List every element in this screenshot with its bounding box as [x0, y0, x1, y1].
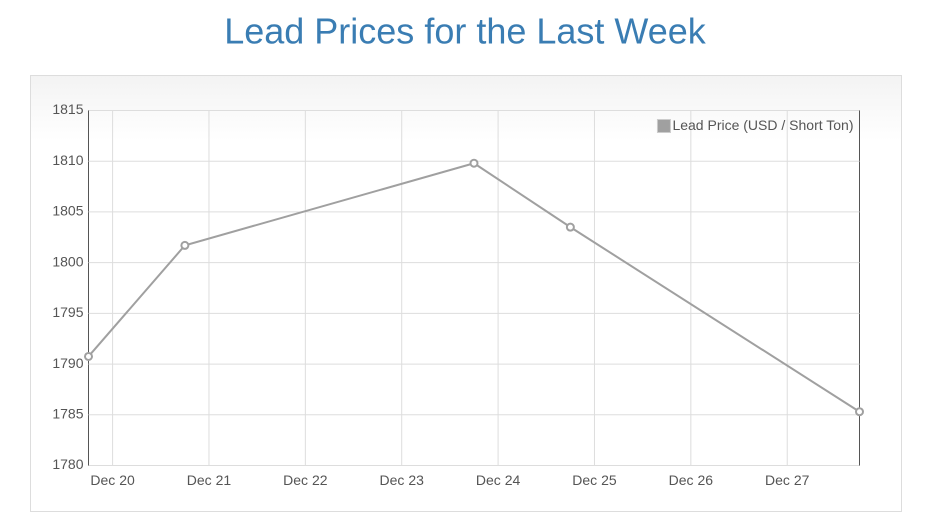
x-tick-label: Dec 20 — [90, 472, 135, 488]
y-tick-label: 1815 — [52, 101, 83, 117]
y-tick-label: 1785 — [52, 405, 83, 421]
data-point — [180, 240, 190, 250]
y-tick-label: 1810 — [52, 152, 83, 168]
y-tick-label: 1800 — [52, 253, 83, 269]
x-tick-label: Dec 22 — [283, 472, 328, 488]
data-point — [855, 407, 864, 417]
panel — [30, 75, 902, 512]
x-tick-label: Dec 25 — [572, 472, 617, 488]
y-tick-label: 1805 — [52, 203, 83, 219]
x-tick-label: Dec 24 — [476, 472, 521, 488]
y-tick-label: 1780 — [52, 456, 83, 472]
x-tick-label: Dec 26 — [669, 472, 714, 488]
y-tick-label: 1795 — [52, 304, 83, 320]
legend-label: Lead Price (USD / Short Ton) — [672, 117, 853, 133]
y-tick-label: 1790 — [52, 355, 83, 371]
x-tick-label: Dec 21 — [187, 472, 232, 488]
x-tick-label: Dec 27 — [765, 472, 810, 488]
chart-title: Lead Prices for the Last Week — [224, 11, 707, 52]
legend-swatch — [656, 119, 671, 133]
x-tick-label: Dec 23 — [380, 472, 425, 488]
data-point — [469, 158, 479, 168]
data-point — [565, 222, 575, 232]
data-point — [84, 351, 93, 361]
